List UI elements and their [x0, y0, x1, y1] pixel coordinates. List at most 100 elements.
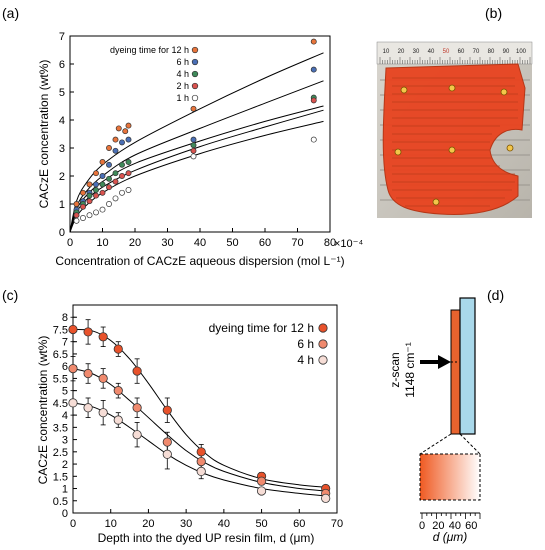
- chart-c-xtick-label: 10: [105, 518, 117, 530]
- chart-a-fit-line: [69, 109, 324, 233]
- chart-a-point: [119, 139, 125, 146]
- chart-c: 0 10 20 30 40 50 60 7000.511.522.533.544.555.56…: [36, 304, 343, 545]
- chart-c-legend: dyeing time for 12 h 6 h 4 h: [209, 321, 328, 367]
- chart-a-point: [119, 173, 125, 179]
- chart-c-point: [68, 324, 78, 335]
- chart-c-legend-marker: [318, 339, 328, 349]
- chart-a-fit-line: [69, 105, 324, 233]
- chart-c-point: [68, 364, 78, 374]
- chart-c-point: [256, 486, 267, 496]
- zoomed-gradient-layer: [419, 453, 481, 501]
- chart-a-xlabel: Concentration of CACzE aqueous dispersio…: [55, 254, 344, 268]
- chart-a-xtick-label: 80: [324, 237, 336, 249]
- chart-a-point: [106, 145, 112, 151]
- chart-a-point: [86, 212, 93, 219]
- schematic-dyed-layer: [450, 309, 461, 435]
- zscan-wavenumber: 1148 cm⁻¹: [403, 342, 417, 397]
- panel-label-b: (b): [485, 5, 502, 21]
- chart-c-ticks: 0 10 20 30 40 50 60 7000.511.522.533.544.555.56…: [53, 312, 343, 530]
- chart-a-legend-label: 2 h: [176, 81, 189, 91]
- chart-a-point: [99, 206, 106, 213]
- chart-a-point: [106, 184, 112, 191]
- chart-c-point: [132, 366, 142, 376]
- chart-a-ytick-label: 1: [59, 199, 65, 211]
- chart-a-legend-label: dyeing time for 12 h: [110, 45, 189, 55]
- chart-c-point: [196, 466, 206, 476]
- chart-a-xtick-label: 60: [259, 237, 271, 249]
- zoom-line-left: [419, 433, 452, 455]
- chart-c-point: [113, 344, 123, 354]
- chart-c-point: [83, 403, 93, 413]
- chart-a-xtick-label: 0: [67, 237, 73, 249]
- chart-c-ytick-label: 6.5: [53, 349, 68, 361]
- chart-a-xtick-label: 30: [161, 237, 173, 249]
- chart-a-point: [112, 178, 119, 185]
- chart-a-legend-marker: [191, 46, 199, 54]
- ruler-number: 10: [383, 49, 390, 55]
- chart-a-point: [106, 175, 112, 182]
- chart-c-point: [196, 447, 206, 457]
- chart-c-ytick-label: 6: [62, 361, 68, 373]
- zscan-arrow-head: [438, 355, 451, 369]
- chart-a-xtick-label: 70: [291, 237, 303, 249]
- chart-a-point: [190, 136, 197, 143]
- chart-c-legend-label: 4 h: [297, 353, 314, 367]
- chart-a-point: [99, 173, 106, 179]
- d-axis-tick-label: 60: [465, 520, 477, 532]
- d-axis-label: d (μm): [433, 530, 468, 544]
- chart-c-ytick-label: 8: [62, 312, 68, 324]
- chart-a-xtick-label: 10: [96, 237, 108, 249]
- photo-dyed-film: [382, 63, 526, 215]
- panel-label-a: (a): [2, 5, 19, 21]
- chart-a-point: [112, 170, 119, 177]
- chart-a-ytick-label: 4: [59, 115, 65, 127]
- chart-a-x-multiplier: ×10⁻⁴: [334, 238, 363, 250]
- d-axis-ticks: 0 20 40 60: [419, 513, 481, 532]
- chart-a-legend-marker: [191, 58, 199, 66]
- chart-a-point: [190, 153, 197, 160]
- chart-a-point: [73, 217, 80, 224]
- chart-a-ylabel: CACzE concentration (wt%): [37, 60, 51, 209]
- chart-c-ytick-label: 4: [62, 410, 68, 422]
- chart-c-point: [68, 398, 78, 408]
- chart-a-ticks: 0 10 20 30 40 50 60 70 80 0 1 2 3 4 5 6 7: [59, 31, 336, 249]
- chart-a-xtick-label: 40: [194, 237, 206, 249]
- chart-a-point: [310, 38, 317, 45]
- zoom-line-right: [459, 433, 481, 455]
- ruler-number: 100: [516, 49, 527, 55]
- chart-a-point: [99, 159, 106, 165]
- chart-c-xtick-label: 30: [180, 518, 192, 530]
- chart-c-ylabel: CACzE concentration (wt%): [36, 336, 50, 485]
- chart-a-point: [73, 212, 80, 219]
- chart-c-point: [98, 373, 108, 384]
- chart-a-ytick-label: 2: [59, 171, 65, 183]
- chart-c-ytick-label: 3.5: [53, 422, 68, 434]
- chart-c-ytick-label: 0.5: [53, 496, 68, 508]
- ruler-number: 50: [443, 49, 450, 55]
- chart-a-point: [86, 181, 93, 188]
- chart-c-ytick-label: 4.5: [53, 398, 68, 410]
- chart-c-legend-label: dyeing time for 12 h: [209, 321, 314, 335]
- chart-c-ytick-label: 7: [62, 337, 68, 349]
- schematic-panel-d: z-scan 1148 cm⁻¹ 0 20 40 60 d (μm): [388, 297, 481, 544]
- chart-c-point: [98, 408, 108, 418]
- chart-a-point: [86, 192, 93, 199]
- chart-c-points: [68, 324, 331, 503]
- chart-a-point: [99, 189, 106, 196]
- chart-c-ytick-label: 1.5: [53, 471, 68, 483]
- chart-c-legend-marker: [318, 355, 328, 365]
- chart-c-point: [162, 449, 172, 459]
- chart-a-legend-marker: [191, 94, 199, 102]
- chart-c-point: [83, 368, 93, 379]
- chart-c-xtick-label: 40: [218, 518, 230, 530]
- chart-c-ytick-label: 7.5: [53, 324, 68, 336]
- chart-c-legend-label: 6 h: [297, 337, 314, 351]
- chart-c-point: [196, 457, 206, 467]
- photo-ruler: [376, 41, 533, 65]
- chart-c-point: [162, 405, 172, 415]
- chart-c-ytick-label: 3: [62, 435, 68, 447]
- ruler-number: 30: [413, 49, 420, 55]
- chart-a-point: [112, 147, 119, 154]
- schematic-substrate: [459, 297, 476, 435]
- chart-a-xtick-label: 50: [226, 237, 238, 249]
